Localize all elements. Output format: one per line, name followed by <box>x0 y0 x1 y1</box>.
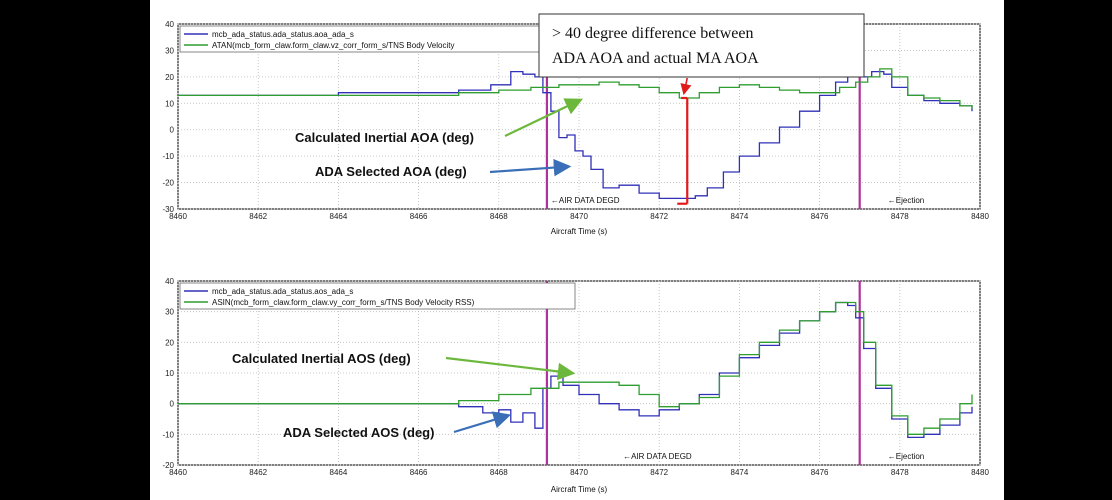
aos-legend-box <box>179 282 576 310</box>
aos-chart-grid <box>177 280 981 466</box>
aoa-x-tick-2: 8464 <box>330 212 348 221</box>
aoa-y-tick-2: 20 <box>165 73 174 82</box>
aoa-marker-1: ←Ejection <box>888 196 924 205</box>
aos-x-tick-3: 8466 <box>410 468 428 477</box>
aos-legend-label-1: ASIN(mcb_form_claw.form_claw.vy_corr_for… <box>212 298 475 307</box>
aoa-x-tick-4: 8468 <box>490 212 508 221</box>
aos-x-tick-5: 8470 <box>570 468 588 477</box>
aoa-legend-box <box>179 25 561 53</box>
aoa-marker-0: ←AIR DATA DEGD <box>551 196 620 205</box>
aos-annotation-1: ADA Selected AOS (deg) <box>283 425 434 440</box>
aos-chart-markers: ←AIR DATA DEGD ←Ejection <box>623 452 924 461</box>
aos-legend-label-0: mcb_ada_status.ada_status.aos_ada_s <box>212 287 353 296</box>
aoa-x-tick-6: 8472 <box>650 212 668 221</box>
aos-y-tick-5: -10 <box>162 430 174 439</box>
aos-chart-series <box>178 301 973 439</box>
aos-x-tick-0: 8460 <box>169 468 187 477</box>
callout-line-2: ADA AOA and actual MA AOA <box>552 50 759 67</box>
aos-x-tick-7: 8474 <box>731 468 749 477</box>
aos-x-tick-4: 8468 <box>490 468 508 477</box>
aos-marker-0: ←AIR DATA DEGD <box>623 452 692 461</box>
aos-y-tick-2: 20 <box>165 338 174 347</box>
aoa-annotation-arrow-1 <box>489 158 572 177</box>
aos-x-tick-10: 8480 <box>971 468 989 477</box>
aoa-y-tick-6: -20 <box>162 179 174 188</box>
aos-x-tick-8: 8476 <box>811 468 829 477</box>
aoa-y-tick-4: 0 <box>170 126 175 135</box>
difference-callout: > 40 degree difference between ADA AOA a… <box>538 13 865 78</box>
aoa-annotation-1: ADA Selected AOA (deg) <box>315 164 467 179</box>
aoa-x-tick-8: 8476 <box>811 212 829 221</box>
aos-y-tick-4: 0 <box>170 400 175 409</box>
aoa-x-tick-3: 8466 <box>410 212 428 221</box>
aoa-y-tick-0: 40 <box>165 20 174 29</box>
aos-x-tick-1: 8462 <box>249 468 267 477</box>
figure-panel: 40 30 20 10 0 -10 -20 -30 8460 8462 8464 8466 8468 8… <box>150 0 1004 500</box>
aoa-y-tick-5: -10 <box>162 152 174 161</box>
aos-chart: 40 30 20 10 0 -10 -20 8460 8462 8464 8466 8468 8470… <box>162 277 989 494</box>
aos-x-tick-6: 8472 <box>650 468 668 477</box>
callout-line-1: > 40 degree difference between <box>552 25 754 42</box>
aoa-x-tick-7: 8474 <box>731 212 749 221</box>
aos-y-tick-1: 30 <box>165 308 174 317</box>
aos-x-tick-2: 8464 <box>330 468 348 477</box>
aoa-chart-x-axis-label: Aircraft Time (s) <box>551 227 608 236</box>
aos-chart-y-ticks: 40 30 20 10 0 -10 -20 <box>162 277 174 470</box>
aoa-chart-y-ticks: 40 30 20 10 0 -10 -20 -30 <box>162 20 174 214</box>
aoa-legend-label-1: ATAN(mcb_form_claw.form_claw.vz_corr_for… <box>212 41 454 50</box>
aos-y-tick-0: 40 <box>165 277 174 286</box>
aoa-y-tick-1: 30 <box>165 46 174 55</box>
aoa-series-0-line <box>178 70 973 200</box>
aos-annotation-arrow-0 <box>445 356 576 381</box>
aoa-y-tick-3: 10 <box>165 99 174 108</box>
annotation-layer: Calculated Inertial AOA (deg) ADA Selecte… <box>232 77 692 440</box>
aoa-x-tick-1: 8462 <box>249 212 267 221</box>
aos-chart-x-axis-label: Aircraft Time (s) <box>551 485 608 494</box>
aoa-x-tick-10: 8480 <box>971 212 989 221</box>
aoa-x-tick-9: 8478 <box>891 212 909 221</box>
aoa-chart-series <box>178 68 973 200</box>
aoa-annotation-arrow-0 <box>504 98 583 137</box>
aos-x-tick-9: 8478 <box>891 468 909 477</box>
aos-y-tick-6: -20 <box>162 461 174 470</box>
aos-annotation-0: Calculated Inertial AOS (deg) <box>232 351 411 366</box>
aos-series-1-line <box>178 301 973 435</box>
aos-chart-x-ticks: 8460 8462 8464 8466 8468 8470 8472 8474 8476 8478… <box>169 468 989 477</box>
aos-y-tick-3: 10 <box>165 369 174 378</box>
aos-marker-1: ←Ejection <box>888 452 924 461</box>
aos-chart-legend: mcb_ada_status.ada_status.aos_ada_s ASIN(… <box>179 282 576 310</box>
aoa-y-tick-7: -30 <box>162 205 174 214</box>
aos-annotation-arrow-1 <box>453 411 512 434</box>
aoa-chart-markers: ←AIR DATA DEGD ←Ejection <box>551 196 924 205</box>
aoa-x-tick-5: 8470 <box>570 212 588 221</box>
aoa-chart-legend: mcb_ada_status.ada_status.aoa_ada_s ATAN(… <box>179 25 561 53</box>
aoa-chart-x-ticks: 8460 8462 8464 8466 8468 8470 8472 8474 8476 8478… <box>169 212 989 221</box>
aoa-x-tick-0: 8460 <box>169 212 187 221</box>
aoa-legend-label-0: mcb_ada_status.ada_status.aoa_ada_s <box>212 30 354 39</box>
callout-box <box>538 13 865 78</box>
aoa-annotation-0: Calculated Inertial AOA (deg) <box>295 130 474 145</box>
callout-pointer <box>680 77 692 96</box>
aoa-series-1-line <box>178 68 973 109</box>
